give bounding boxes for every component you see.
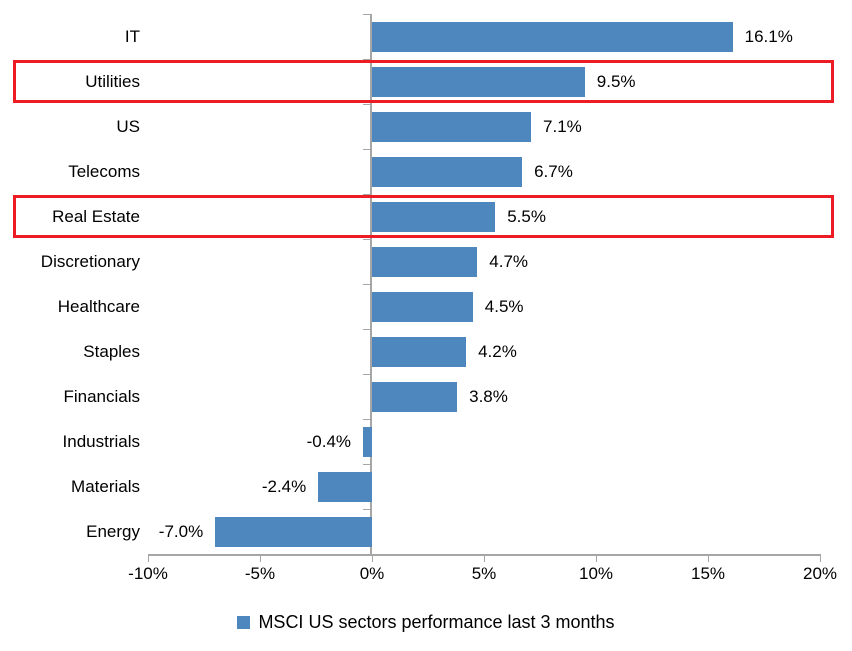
- y-axis-tick: [363, 104, 370, 105]
- x-axis-tick: [596, 556, 597, 562]
- category-label: Discretionary: [40, 251, 140, 271]
- legend-label: MSCI US sectors performance last 3 month…: [258, 611, 615, 632]
- x-axis-tick-label: 0%: [359, 564, 385, 583]
- bar: [372, 291, 473, 322]
- value-label: 16.1%: [744, 26, 793, 46]
- value-label: -7.0%: [158, 521, 204, 541]
- category-label: US: [116, 116, 140, 136]
- y-axis-tick: [363, 464, 370, 465]
- x-axis-tick: [148, 556, 149, 562]
- category-label: Materials: [71, 476, 140, 496]
- y-axis-tick: [363, 149, 370, 150]
- value-label: -0.4%: [306, 431, 352, 451]
- value-label: 4.7%: [489, 251, 529, 271]
- category-label: Financials: [63, 386, 140, 406]
- value-label: 7.1%: [543, 116, 582, 136]
- bar: [372, 246, 478, 277]
- chart-legend: MSCI US sectors performance last 3 month…: [0, 609, 852, 635]
- bar: [318, 471, 372, 502]
- value-label: 5.5%: [507, 206, 546, 226]
- y-axis-tick: [363, 284, 370, 285]
- x-axis-tick: [820, 556, 821, 562]
- bar: [372, 381, 458, 412]
- bar: [372, 156, 523, 187]
- value-label: 4.2%: [478, 341, 517, 361]
- category-label: Healthcare: [57, 296, 140, 316]
- y-axis-tick: [363, 329, 370, 330]
- category-label: IT: [124, 26, 140, 46]
- bar: [372, 66, 585, 97]
- y-axis-tick: [363, 59, 370, 60]
- x-axis-tick-label: 10%: [578, 564, 614, 583]
- category-label: Industrials: [62, 431, 140, 451]
- x-axis-tick-label: -5%: [244, 564, 276, 583]
- value-label: 3.8%: [469, 386, 508, 406]
- category-label: Energy: [86, 521, 140, 541]
- x-axis-tick-label: -10%: [128, 564, 168, 583]
- bar: [372, 336, 467, 367]
- x-axis-tick-label: 15%: [690, 564, 726, 583]
- bar: [363, 426, 372, 457]
- bar: [372, 201, 496, 232]
- y-axis-tick: [363, 194, 370, 195]
- x-axis-tick: [708, 556, 709, 562]
- bar: [372, 21, 733, 52]
- value-label: -2.4%: [261, 476, 307, 496]
- x-axis-tick-label: 5%: [471, 564, 497, 583]
- y-axis-line: [370, 14, 372, 554]
- y-axis-tick: [363, 419, 370, 420]
- category-label: Utilities: [85, 71, 140, 91]
- x-axis-tick: [372, 556, 373, 562]
- legend-marker-icon: [237, 615, 251, 629]
- category-label: Telecoms: [68, 161, 140, 181]
- y-axis-tick: [363, 554, 370, 555]
- bar: [215, 516, 372, 547]
- x-axis-line: [148, 554, 821, 556]
- value-label: 6.7%: [534, 161, 573, 181]
- value-label: 9.5%: [596, 71, 636, 91]
- category-label: Real Estate: [52, 206, 140, 226]
- x-axis-tick-label: 20%: [802, 564, 838, 583]
- value-label: 4.5%: [484, 296, 524, 316]
- x-axis-tick: [484, 556, 485, 562]
- category-label: Staples: [83, 341, 140, 361]
- x-axis-tick: [260, 556, 261, 562]
- y-axis-tick: [363, 374, 370, 375]
- bar: [372, 111, 532, 142]
- y-axis-tick: [363, 509, 370, 510]
- y-axis-tick: [363, 239, 370, 240]
- y-axis-tick: [363, 14, 370, 15]
